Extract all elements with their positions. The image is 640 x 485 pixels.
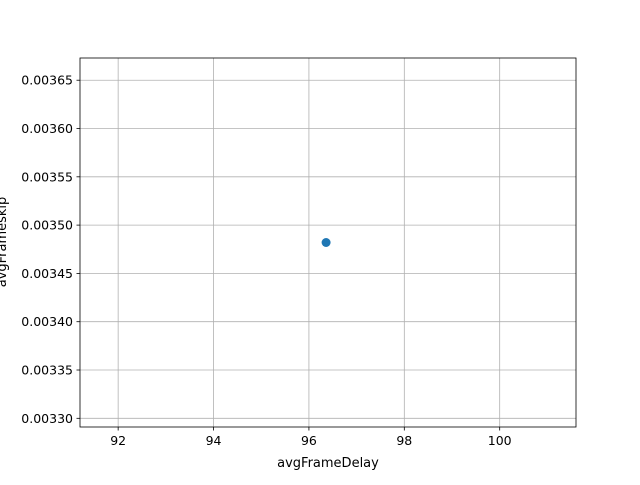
y-tick-label: 0.00360 bbox=[21, 121, 73, 136]
plot-frame bbox=[79, 57, 577, 428]
x-axis-label: avgFrameDelay bbox=[277, 456, 379, 471]
x-tick-label: 92 bbox=[110, 433, 126, 448]
y-tick-label: 0.00345 bbox=[21, 266, 73, 281]
y-axis-label: avgFrameskip bbox=[0, 197, 10, 288]
scatter-point bbox=[321, 238, 331, 247]
data-points bbox=[321, 238, 331, 247]
y-tick-label: 0.00365 bbox=[21, 73, 73, 88]
y-tick-label: 0.00335 bbox=[21, 363, 73, 378]
x-tick-label: 94 bbox=[206, 433, 222, 448]
y-tick-label: 0.00340 bbox=[21, 314, 73, 329]
x-tick-label: 100 bbox=[488, 433, 512, 448]
y-tick-label: 0.00350 bbox=[21, 218, 73, 233]
y-tick-label: 0.00330 bbox=[21, 411, 73, 426]
grid-lines bbox=[80, 58, 576, 427]
axis-ticks: 92 94 96 98 100 0.00330 0.00335 0.00340 0.00345 0… bbox=[21, 73, 511, 448]
x-tick-label: 96 bbox=[301, 433, 317, 448]
x-tick-label: 98 bbox=[396, 433, 412, 448]
y-tick-label: 0.00355 bbox=[21, 169, 73, 184]
